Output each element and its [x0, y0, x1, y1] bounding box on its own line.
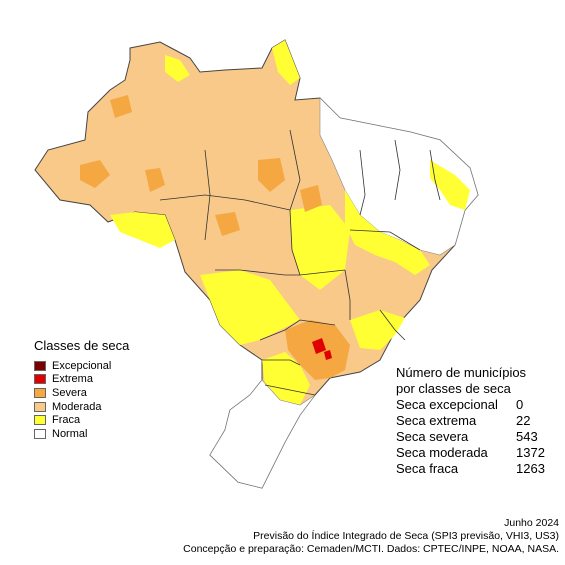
counts-row-fraca: Seca fraca 1263	[396, 461, 545, 477]
counts-row-label: Seca moderada	[396, 445, 488, 460]
municipality-counts: Número de municípios por classes de seca…	[396, 365, 545, 477]
legend-label: Normal	[52, 427, 88, 440]
amazon-severa-patch-4	[215, 212, 240, 236]
counts-row-value: 543	[516, 429, 538, 444]
extrema-spot-2	[324, 350, 332, 360]
legend-swatch	[34, 387, 46, 398]
central-fraca-region	[290, 205, 350, 290]
extrema-spot-1	[312, 338, 326, 354]
south-normal-region	[209, 379, 316, 489]
legend-label: Severa	[52, 386, 87, 399]
roraima-fraca-region	[165, 55, 190, 82]
legend-swatch	[34, 415, 46, 426]
counts-row-value: 1372	[516, 445, 545, 460]
footer-line2: Concepção e preparação: Cemaden/MCTI. Da…	[183, 543, 559, 555]
counts-row-value: 22	[516, 413, 531, 428]
legend-swatch	[34, 374, 46, 385]
legend-swatch	[34, 360, 46, 371]
counts-row-extrema: Seca extrema 22	[396, 413, 545, 429]
counts-row-value: 0	[516, 397, 524, 412]
counts-row-value: 1263	[516, 461, 545, 476]
counts-title-line1: Número de municípios	[396, 365, 527, 380]
counts-title: Número de municípios por classes de seca	[396, 365, 545, 397]
amapa-fraca-region	[272, 40, 300, 85]
west-fraca-region	[110, 212, 175, 248]
east-coast-fraca-region	[430, 160, 470, 210]
central-west-fraca-region	[200, 270, 300, 345]
northeast-fraca-region	[345, 190, 430, 275]
footer-date: Junho 2024	[504, 517, 559, 529]
brazil-drought-map	[34, 39, 479, 489]
southeast-fraca-region	[350, 310, 405, 350]
legend: Classes de seca Excepcional Extrema Seve…	[34, 338, 129, 441]
footer-line1: Previsão do Índice Integrado de Seca (SP…	[253, 530, 559, 542]
amazon-severa-patch-3	[258, 158, 285, 192]
amazon-severa-patch-1	[80, 160, 110, 188]
legend-label: Excepcional	[52, 359, 112, 372]
para-severa-patch	[300, 185, 322, 212]
counts-row-severa: Seca severa 543	[396, 429, 545, 445]
counts-row-label: Seca fraca	[396, 461, 459, 476]
legend-item-extrema: Extrema	[34, 373, 129, 387]
legend-label: Fraca	[52, 414, 81, 427]
legend-item-moderada: Moderada	[34, 400, 129, 414]
legend-item-excepcional: Excepcional	[34, 359, 129, 373]
counts-row-label: Seca excepcional	[396, 397, 498, 412]
amazon-severa-patch-2	[145, 168, 165, 192]
counts-row-moderada: Seca moderada 1372	[396, 445, 545, 461]
counts-row-label: Seca severa	[396, 429, 469, 444]
legend-swatch	[34, 401, 46, 412]
legend-label: Extrema	[52, 373, 93, 386]
north-severa-patch	[110, 95, 132, 118]
counts-title-line2: por classes de seca	[396, 381, 511, 396]
legend-item-fraca: Fraca	[34, 413, 129, 427]
counts-row-excepcional: Seca excepcional 0	[396, 397, 545, 413]
counts-row-label: Seca extrema	[396, 413, 477, 428]
legend-title: Classes de seca	[34, 338, 130, 353]
footer-credits: Junho 2024 Previsão do Índice Integrado …	[183, 517, 559, 556]
legend-item-normal: Normal	[34, 427, 129, 441]
state-borders	[159, 129, 441, 396]
legend-label: Moderada	[52, 400, 102, 413]
legend-swatch	[34, 428, 46, 439]
legend-item-severa: Severa	[34, 386, 129, 400]
